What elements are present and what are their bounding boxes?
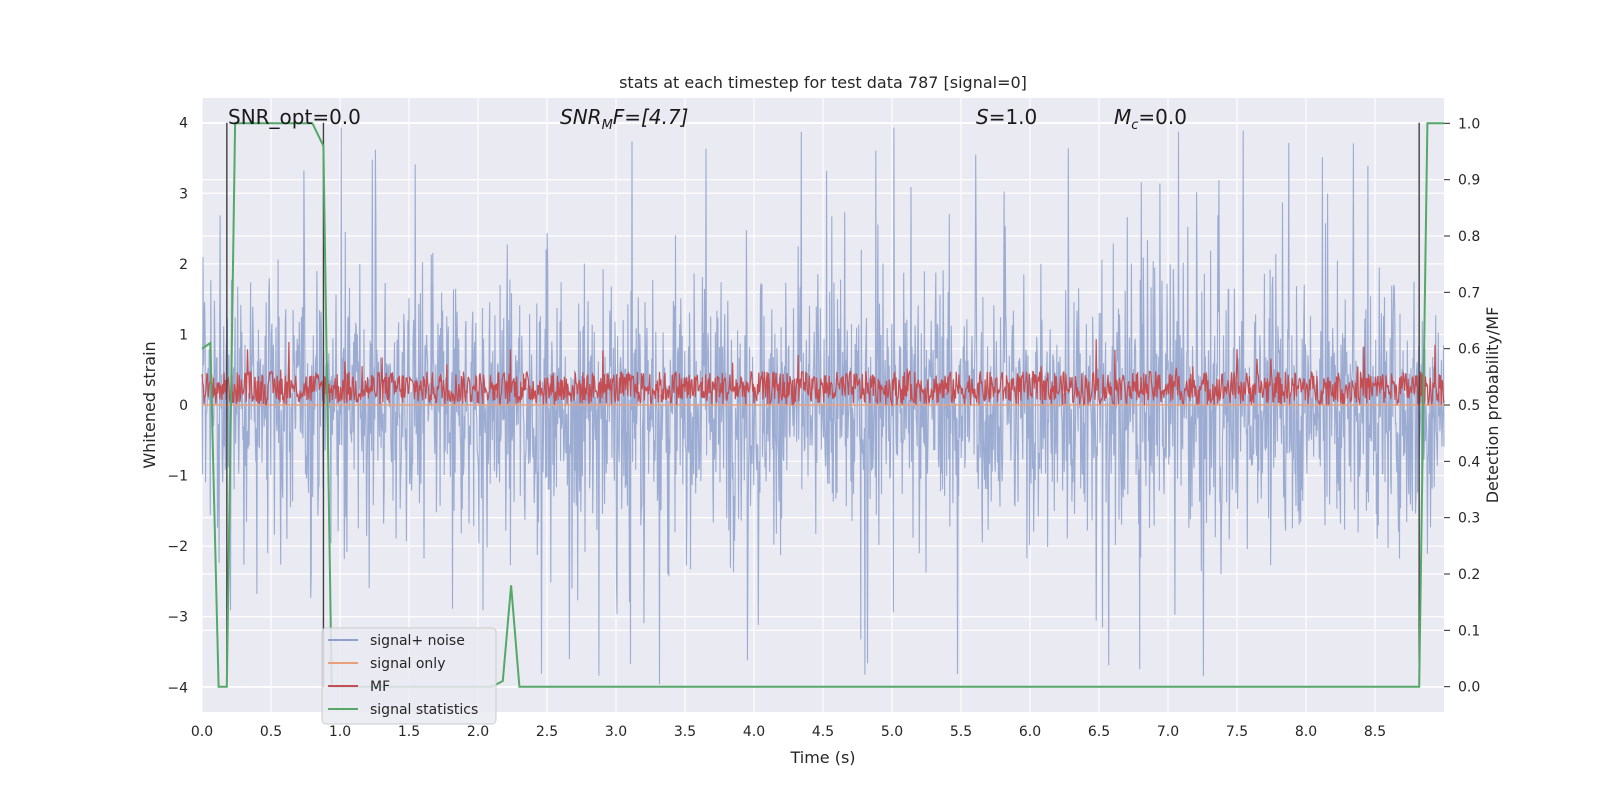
y-tick-label-7: 3 [179,186,188,202]
x-tick-label-17: 8.5 [1364,724,1386,740]
y-axis-right-label: Detection probability/MF [1483,307,1502,504]
y-tick-label-3: −1 [167,469,188,485]
x-tick-label-3: 1.5 [398,724,420,740]
ticks: 0.0 0.5 1.0 1.5 2.0 2.5 3.0 3.5 4.0 4.5 5.0 5.5 6.0 6… [167,116,1480,740]
series-mf [201,339,1445,407]
series-signal-noise [201,127,1445,685]
x-tick-label-11: 5.5 [950,724,972,740]
x-tick-label-16: 8.0 [1295,724,1317,740]
snr-mf-sub: M [602,118,613,133]
snr-mf-annotation: SNRMF=[4.7] [560,105,688,133]
y-right-tick-label-5: 0.5 [1458,398,1480,414]
mc-sub: c [1131,118,1138,133]
y-right-tick-label-10: 1.0 [1458,116,1480,132]
legend-box [321,627,497,725]
legend-label-1: signal only [370,656,445,672]
y-right-tick-label-9: 0.9 [1458,173,1480,189]
legend-label-0: signal+ noise [370,633,465,649]
y-right-tick-label-4: 0.4 [1458,454,1480,470]
y-tick-label-5: 1 [179,327,188,343]
y-tick-label-4: 0 [179,398,188,414]
y-axis-label: Whitened strain [140,341,159,468]
x-tick-label-10: 5.0 [881,724,903,740]
y-tick-label-8: 4 [179,116,188,132]
legend: signal+ noise signal only MF signal stat… [321,627,497,725]
s-annotation: S=1.0 [976,105,1037,129]
y-right-tick-label-8: 0.8 [1458,229,1480,245]
mc-annotation: Mc=0.0 [1114,105,1187,133]
snr-opt-annotation: SNR_opt=0.0 [228,105,361,129]
x-tick-label-1: 0.5 [260,724,282,740]
x-tick-label-0: 0.0 [191,724,213,740]
mc-rest: =0.0 [1138,105,1187,129]
snr-mf-base: SNR [560,105,602,129]
snr-mf-rest: F=[4.7] [613,105,689,129]
mc-base: M [1114,105,1131,129]
y-tick-label-0: −4 [167,680,188,696]
x-tick-label-7: 3.5 [674,724,696,740]
x-tick-label-5: 2.5 [536,724,558,740]
chart-title: stats at each timestep for test data 787… [619,73,1027,92]
x-tick-label-6: 3.0 [605,724,627,740]
y-right-tick-label-7: 0.7 [1458,285,1480,301]
x-axis-label: Time (s) [789,748,855,767]
x-tick-label-2: 1.0 [329,724,351,740]
y-right-tick-label-3: 0.3 [1458,511,1480,527]
y-right-tick-label-2: 0.2 [1458,567,1480,583]
x-tick-label-4: 2.0 [467,724,489,740]
s-rest: =1.0 [989,105,1038,129]
x-tick-label-9: 4.5 [812,724,834,740]
legend-label-2: MF [370,679,390,695]
y-tick-label-6: 2 [179,257,188,273]
y-right-tick-label-1: 0.1 [1458,623,1480,639]
x-tick-label-8: 4.0 [743,724,765,740]
x-tick-label-14: 7.0 [1157,724,1179,740]
legend-label-3: signal statistics [370,702,478,718]
y-right-tick-label-6: 0.6 [1458,342,1480,358]
x-tick-label-15: 7.5 [1226,724,1248,740]
s-base: S [976,105,989,129]
y-tick-label-1: −3 [167,610,188,626]
x-tick-label-13: 6.5 [1088,724,1110,740]
y-right-tick-label-0: 0.0 [1458,680,1480,696]
y-tick-label-2: −2 [167,539,188,555]
x-tick-label-12: 6.0 [1019,724,1041,740]
